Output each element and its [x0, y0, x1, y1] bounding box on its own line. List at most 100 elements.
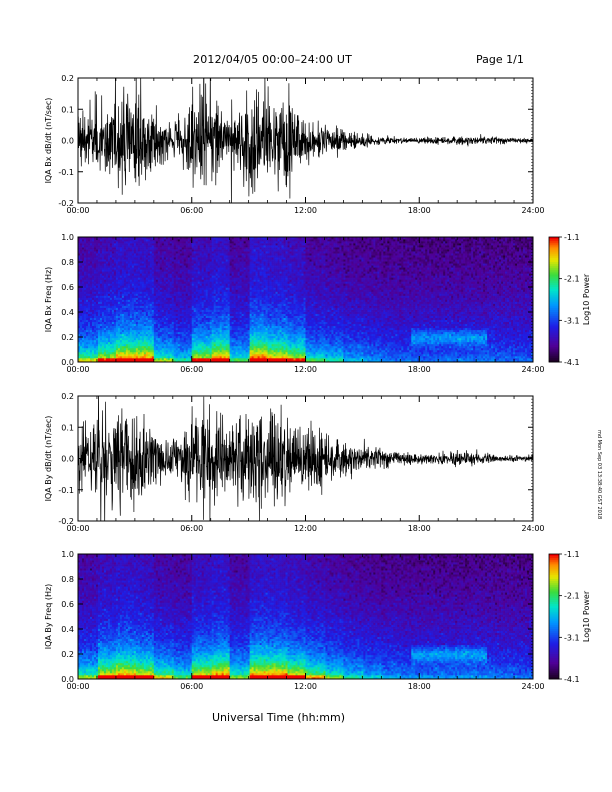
heatmap-cell: [192, 259, 194, 261]
heatmap-cell: [142, 243, 144, 245]
heatmap-cell: [186, 283, 188, 285]
heatmap-cell: [190, 283, 192, 285]
heatmap-cell: [108, 310, 110, 312]
heatmap-cell: [90, 289, 92, 291]
heatmap-cell: [118, 358, 120, 360]
heatmap-cell: [196, 346, 198, 348]
heatmap-cell: [146, 269, 148, 271]
heatmap-cell: [150, 275, 152, 277]
heatmap-cell: [160, 312, 162, 314]
heatmap-cell: [132, 239, 134, 241]
heatmap-cell: [94, 342, 96, 344]
heatmap-cell: [168, 247, 170, 249]
heatmap-cell: [126, 312, 128, 314]
heatmap-cell: [190, 312, 192, 314]
heatmap-cell: [122, 279, 124, 281]
heatmap-cell: [172, 255, 174, 257]
heatmap-cell: [154, 275, 156, 277]
heatmap-cell: [182, 263, 184, 265]
heatmap-cell: [174, 243, 176, 245]
heatmap-cell: [164, 289, 166, 291]
heatmap-cell: [114, 346, 116, 348]
heatmap-cell: [108, 269, 110, 271]
heatmap-cell: [174, 348, 176, 350]
heatmap-cell: [100, 322, 102, 324]
heatmap-cell: [108, 322, 110, 324]
heatmap-cell: [186, 249, 188, 251]
heatmap-cell: [96, 279, 98, 281]
heatmap-cell: [146, 354, 148, 356]
heatmap-cell: [174, 255, 176, 257]
heatmap-cell: [122, 269, 124, 271]
heatmap-cell: [196, 269, 198, 271]
heatmap-cell: [94, 239, 96, 241]
heatmap-cell: [114, 255, 116, 257]
heatmap-cell: [182, 318, 184, 320]
heatmap-cell: [132, 322, 134, 324]
heatmap-cell: [94, 259, 96, 261]
heatmap-cell: [196, 328, 198, 330]
heatmap-cell: [108, 275, 110, 277]
heatmap-cell: [110, 338, 112, 340]
heatmap-cell: [196, 358, 198, 360]
heatmap-cell: [168, 338, 170, 340]
heatmap-cell: [150, 269, 152, 271]
heatmap-cell: [174, 358, 176, 360]
heatmap-cell: [86, 247, 88, 249]
heatmap-cell: [128, 243, 130, 245]
heatmap-cell: [128, 239, 130, 241]
heatmap-cell: [192, 312, 194, 314]
heatmap-cell: [150, 265, 152, 267]
heatmap-cell: [172, 269, 174, 271]
heatmap-cell: [146, 346, 148, 348]
series-line: [78, 15, 533, 210]
heatmap-cell: [94, 318, 96, 320]
heatmap-cell: [190, 332, 192, 334]
heatmap-cell: [86, 332, 88, 334]
heatmap-cell: [160, 326, 162, 328]
heatmap-cell: [182, 302, 184, 304]
heatmap-cell: [86, 239, 88, 241]
heatmap-cell: [158, 310, 160, 312]
heatmap-cell: [108, 285, 110, 287]
heatmap-cell: [154, 283, 156, 285]
heatmap-cell: [174, 300, 176, 302]
heatmap-cell: [186, 326, 188, 328]
heatmap-cell: [118, 275, 120, 277]
heatmap-cell: [94, 253, 96, 255]
heatmap-cell: [174, 283, 176, 285]
heatmap-cell: [86, 336, 88, 338]
panel-bx-spectrogram-cells: [78, 237, 533, 362]
heatmap-cell: [118, 289, 120, 291]
heatmap-cell: [178, 300, 180, 302]
heatmap-cell: [90, 273, 92, 275]
heatmap-cell: [90, 342, 92, 344]
heatmap-cell: [132, 348, 134, 350]
heatmap-cell: [158, 326, 160, 328]
heatmap-cell: [146, 295, 148, 297]
heatmap-cell: [192, 348, 194, 350]
heatmap-cell: [96, 249, 98, 251]
heatmap-cell: [182, 259, 184, 261]
heatmap-cell: [196, 332, 198, 334]
heatmap-cell: [136, 312, 138, 314]
heatmap-cell: [160, 358, 162, 360]
heatmap-cell: [178, 354, 180, 356]
heatmap-cell: [110, 295, 112, 297]
heatmap-cell: [82, 275, 84, 277]
heatmap-cell: [110, 247, 112, 249]
heatmap-cell: [160, 318, 162, 320]
heatmap-cell: [108, 239, 110, 241]
heatmap-cell: [132, 279, 134, 281]
heatmap-cell: [182, 342, 184, 344]
heatmap-cell: [158, 322, 160, 324]
heatmap-cell: [158, 338, 160, 340]
heatmap-cell: [178, 322, 180, 324]
heatmap-cell: [146, 358, 148, 360]
heatmap-cell: [132, 253, 134, 255]
heatmap-cell: [164, 306, 166, 308]
heatmap-cell: [114, 352, 116, 354]
heatmap-cell: [172, 332, 174, 334]
heatmap-cell: [186, 310, 188, 312]
heatmap-cell: [104, 312, 106, 314]
